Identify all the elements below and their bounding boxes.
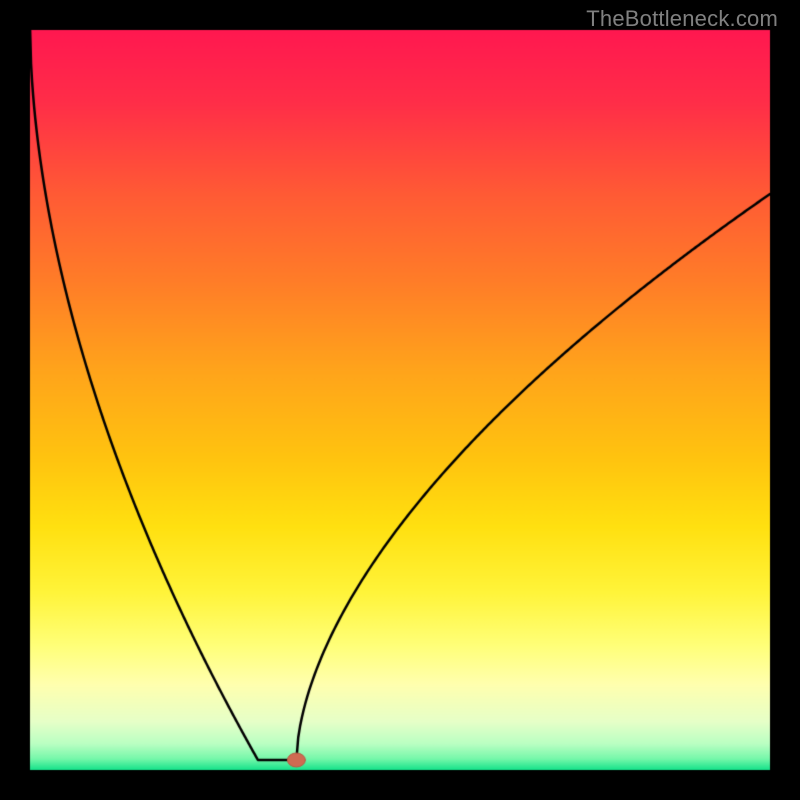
chart-stage: TheBottleneck.com xyxy=(0,0,800,800)
watermark-text: TheBottleneck.com xyxy=(586,6,778,32)
bottleneck-curve-chart xyxy=(0,0,800,800)
